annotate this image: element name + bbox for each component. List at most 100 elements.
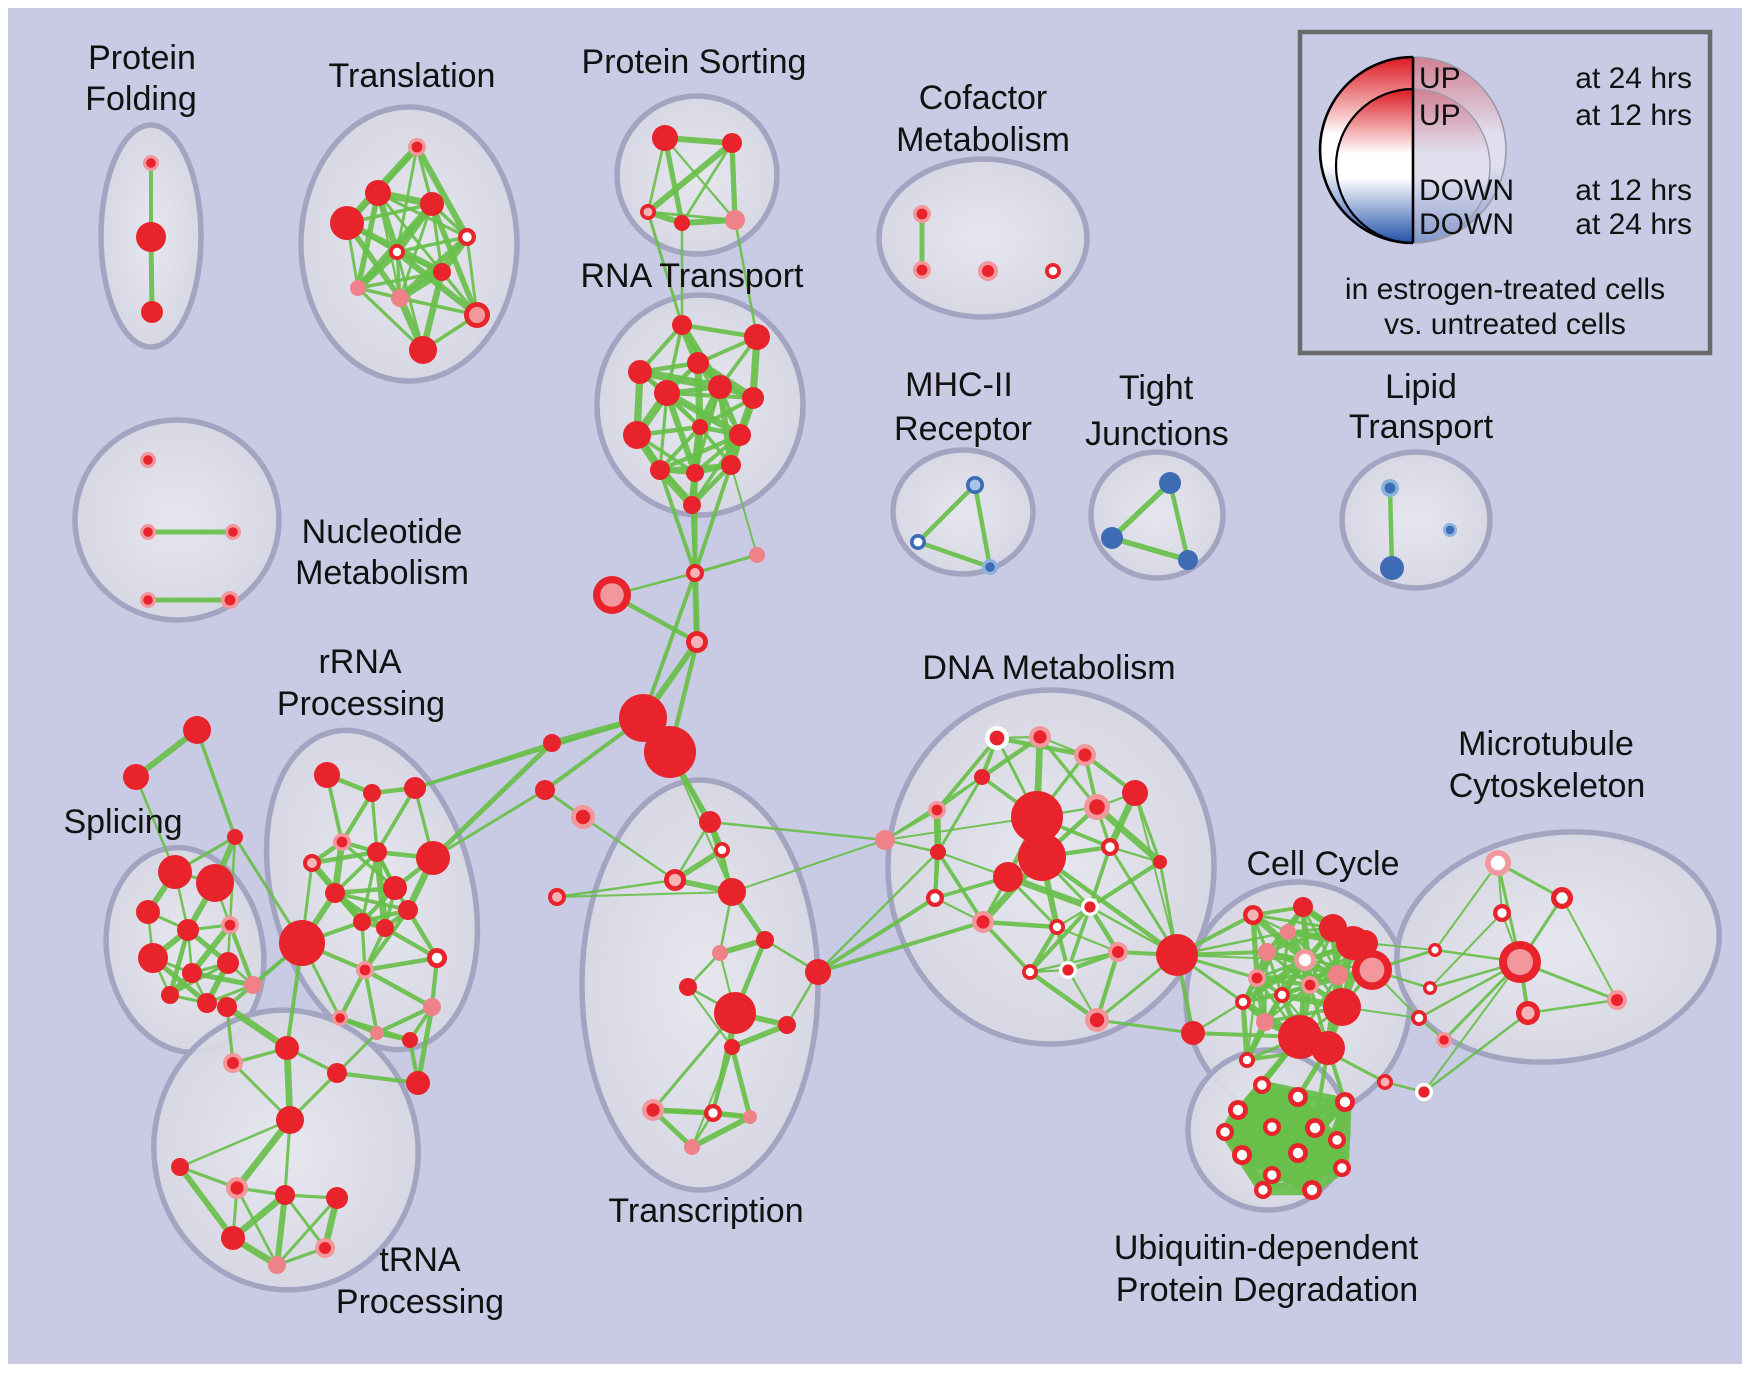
node-translation-1[interactable] (365, 180, 391, 206)
node-trna-processing-6[interactable] (226, 1177, 248, 1199)
node-translation-9[interactable] (464, 302, 490, 328)
node-cell-cycle-15[interactable] (1239, 1052, 1255, 1068)
node-cell-cycle-12[interactable] (1352, 930, 1378, 956)
node-tight-junctions-1[interactable] (1101, 527, 1123, 549)
node-trna-processing-7[interactable] (275, 1185, 295, 1205)
node-transcription-6[interactable] (756, 931, 774, 949)
node-protein-sorting-2[interactable] (640, 204, 656, 220)
node-nucleotide-metabolism-2[interactable] (225, 524, 241, 540)
node-cell-cycle-2[interactable] (1258, 943, 1276, 961)
node-transcription-12[interactable] (642, 1099, 664, 1121)
node-microtubule-cytoskeleton-10[interactable] (1377, 1074, 1393, 1090)
node-hub-chain-5[interactable] (644, 726, 696, 778)
node-cell-cycle-8[interactable] (1235, 994, 1251, 1010)
node-transcription-8[interactable] (805, 959, 831, 985)
node-dna-metabolism-9[interactable] (993, 862, 1023, 892)
node-rna-transport-4[interactable] (654, 380, 680, 406)
node-rna-transport-7[interactable] (623, 421, 651, 449)
node-transcription-3[interactable] (718, 878, 746, 906)
node-trna-processing-4[interactable] (276, 1106, 304, 1134)
node-cell-cycle-1[interactable] (1293, 897, 1313, 917)
node-protein-sorting-0[interactable] (652, 125, 678, 151)
node-dna-metabolism-19[interactable] (1059, 961, 1077, 979)
node-rna-transport-1[interactable] (744, 324, 770, 350)
node-splicing-4[interactable] (196, 864, 234, 902)
node-trna-processing-8[interactable] (326, 1187, 348, 1209)
node-protein-sorting-1[interactable] (722, 133, 742, 153)
node-hub-chain-7[interactable] (535, 780, 555, 800)
node-dna-metabolism-15[interactable] (1081, 898, 1099, 916)
node-bridge-nodes-0[interactable] (875, 830, 895, 850)
node-hub-chain-2[interactable] (593, 576, 631, 614)
node-protein-sorting-4[interactable] (725, 210, 745, 230)
node-rrna-processing-1[interactable] (363, 784, 381, 802)
node-mhc-ii-receptor-1[interactable] (910, 534, 926, 550)
node-ubiquitin-degradation-1[interactable] (1288, 1087, 1308, 1107)
node-microtubule-cytoskeleton-7[interactable] (1423, 981, 1437, 995)
node-trna-processing-5[interactable] (171, 1158, 189, 1176)
node-transcription-1[interactable] (714, 842, 730, 858)
node-cell-cycle-10[interactable] (1256, 1013, 1274, 1031)
node-splicing-0[interactable] (183, 716, 211, 744)
node-bridge-nodes-1[interactable] (1156, 934, 1198, 976)
node-translation-0[interactable] (408, 138, 426, 156)
node-dna-metabolism-0[interactable] (985, 726, 1009, 750)
node-rrna-processing-3[interactable] (333, 833, 351, 851)
node-microtubule-cytoskeleton-2[interactable] (1493, 904, 1511, 922)
node-tight-junctions-2[interactable] (1178, 550, 1198, 570)
node-splicing-12[interactable] (197, 993, 217, 1013)
node-ubiquitin-degradation-3[interactable] (1335, 1092, 1355, 1112)
node-hub-chain-4[interactable] (619, 694, 667, 742)
node-rna-transport-6[interactable] (742, 387, 764, 409)
node-hub-chain-6[interactable] (543, 734, 561, 752)
node-dna-metabolism-2[interactable] (1074, 744, 1096, 766)
node-cell-cycle-9[interactable] (1323, 988, 1361, 1026)
node-ubiquitin-degradation-11[interactable] (1302, 1180, 1322, 1200)
node-dna-metabolism-3[interactable] (974, 769, 990, 785)
node-hub-chain-0[interactable] (686, 564, 704, 582)
node-microtubule-cytoskeleton-4[interactable] (1607, 990, 1627, 1010)
node-protein-folding-2[interactable] (141, 301, 163, 323)
node-ubiquitin-degradation-4[interactable] (1263, 1118, 1281, 1136)
node-cofactor-metabolism-1[interactable] (913, 261, 931, 279)
node-transcription-5[interactable] (712, 945, 728, 961)
node-ubiquitin-degradation-0[interactable] (1253, 1076, 1271, 1094)
node-cell-cycle-16[interactable] (1301, 976, 1319, 994)
node-nucleotide-metabolism-4[interactable] (221, 591, 239, 609)
node-dna-metabolism-5[interactable] (1122, 780, 1148, 806)
node-rrna-processing-15[interactable] (332, 1010, 348, 1026)
node-transcription-9[interactable] (714, 992, 756, 1034)
node-translation-8[interactable] (391, 289, 409, 307)
node-cofactor-metabolism-2[interactable] (978, 261, 998, 281)
node-ubiquitin-degradation-2[interactable] (1228, 1100, 1248, 1120)
node-rna-transport-5[interactable] (708, 375, 732, 399)
node-protein-sorting-3[interactable] (674, 215, 690, 231)
node-splicing-14[interactable] (279, 920, 325, 966)
node-nucleotide-metabolism-1[interactable] (140, 524, 156, 540)
node-rrna-processing-10[interactable] (376, 919, 394, 937)
node-cell-cycle-17[interactable] (1328, 965, 1348, 985)
node-rna-transport-9[interactable] (729, 424, 751, 446)
node-splicing-3[interactable] (158, 855, 192, 889)
node-splicing-5[interactable] (136, 900, 160, 924)
node-ubiquitin-degradation-5[interactable] (1305, 1118, 1325, 1138)
node-hub-chain-8[interactable] (571, 805, 595, 829)
node-transcription-14[interactable] (743, 1110, 757, 1124)
node-ubiquitin-degradation-7[interactable] (1232, 1145, 1252, 1165)
node-trna-processing-9[interactable] (221, 1226, 245, 1250)
node-ubiquitin-degradation-10[interactable] (1333, 1159, 1351, 1177)
node-hub-chain-3[interactable] (686, 631, 708, 653)
node-dna-metabolism-12[interactable] (1153, 855, 1167, 869)
node-rrna-processing-16[interactable] (370, 1026, 384, 1040)
node-dna-metabolism-11[interactable] (1101, 838, 1119, 856)
node-dna-metabolism-4[interactable] (928, 801, 946, 819)
node-cell-cycle-11[interactable] (1352, 950, 1392, 990)
node-trna-processing-2[interactable] (275, 1036, 299, 1060)
node-translation-3[interactable] (420, 192, 444, 216)
node-cell-cycle-7[interactable] (1248, 969, 1266, 987)
node-rrna-processing-5[interactable] (367, 842, 387, 862)
node-microtubule-cytoskeleton-1[interactable] (1551, 887, 1573, 909)
node-ubiquitin-degradation-9[interactable] (1263, 1166, 1281, 1184)
node-rna-transport-2[interactable] (628, 360, 652, 384)
node-transcription-13[interactable] (704, 1104, 722, 1122)
